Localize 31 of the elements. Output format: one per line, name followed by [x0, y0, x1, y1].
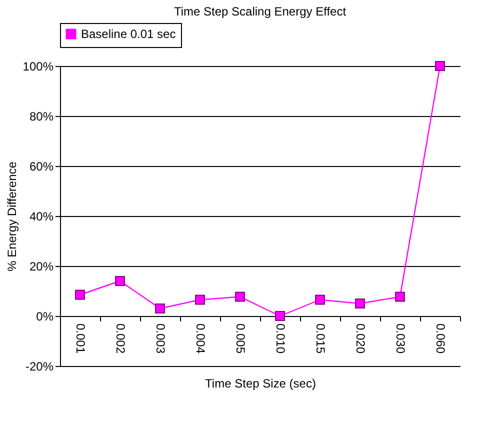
point — [395, 292, 405, 302]
point — [75, 290, 85, 300]
y-tick-label: 40% — [29, 210, 54, 224]
point — [355, 298, 365, 308]
x-tick-label: 0.001 — [74, 324, 88, 354]
point — [435, 61, 445, 71]
point — [315, 294, 325, 305]
legend-label: Baseline 0.01 sec — [81, 27, 176, 41]
y-tick-label: 100% — [22, 60, 54, 74]
x-tick-label: 0.015 — [314, 324, 328, 354]
x-tick-label: 0.005 — [234, 324, 248, 354]
y-tick-label: 60% — [29, 160, 54, 174]
x-tick-label: 0.020 — [354, 324, 368, 354]
x-tick-label: 0.003 — [154, 324, 168, 354]
x-tick-label: 0.010 — [274, 324, 288, 354]
point — [115, 276, 125, 286]
point — [275, 311, 285, 321]
y-tick-label: 80% — [29, 110, 54, 124]
x-axis-title: Time Step Size (sec) — [205, 376, 316, 391]
point — [235, 292, 245, 302]
chart-title: Time Step Scaling Energy Effect — [174, 4, 347, 18]
x-tick-label: 0.004 — [194, 324, 208, 354]
y-axis-title: % Energy Difference — [4, 161, 19, 272]
x-tick-label: 0.030 — [394, 324, 408, 354]
y-tick-label: 0% — [36, 310, 54, 324]
point — [195, 294, 205, 305]
x-tick-label: 0.060 — [434, 324, 448, 354]
point — [155, 304, 165, 314]
y-tick-label: -20% — [25, 360, 54, 374]
y-tick-label: 20% — [29, 260, 54, 274]
x-tick-label: 0.002 — [114, 324, 128, 354]
